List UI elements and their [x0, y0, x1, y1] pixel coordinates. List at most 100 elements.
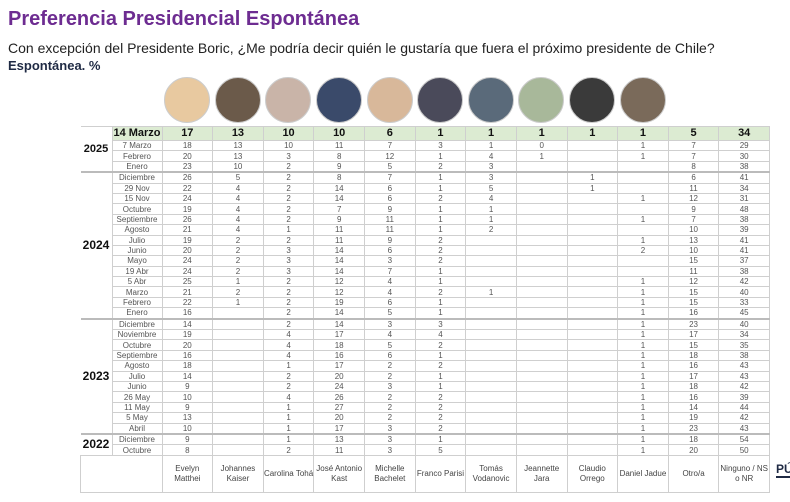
- value-cell: 22: [161, 296, 214, 309]
- table-row: 5 May 13 1 20 2 2 1 19 42: [81, 412, 770, 424]
- value-cell: 3: [364, 444, 416, 456]
- value-cell: 39: [718, 391, 770, 403]
- value-cell: 24: [161, 265, 214, 278]
- value-cell: 11: [313, 444, 365, 456]
- value-cell: [465, 244, 517, 257]
- value-cell: 19: [667, 412, 720, 424]
- value-cell: [566, 192, 619, 205]
- value-cell: 12: [667, 276, 720, 288]
- value-cell: [515, 192, 568, 205]
- value-cell: 5: [364, 339, 416, 351]
- value-cell: 10: [262, 126, 315, 141]
- value-cell: [566, 244, 619, 257]
- value-cell: 14: [161, 317, 214, 331]
- value-cell: 4: [262, 339, 315, 351]
- table-row: Octubre 19 4 2 7 9 1 1 9 48: [81, 203, 770, 215]
- table-row: 11 May 9 1 27 2 2 1 14 44: [81, 401, 770, 414]
- value-cell: [566, 422, 619, 435]
- value-cell: 1: [617, 412, 669, 424]
- table-row: Agosto 21 4 1 11 11 1 2 10 39: [81, 224, 770, 236]
- value-cell: [515, 234, 568, 246]
- value-cell: 2: [262, 213, 315, 226]
- value-cell: 1: [465, 126, 517, 141]
- value-cell: 1: [414, 296, 467, 309]
- value-cell: 13: [212, 126, 264, 141]
- value-cell: 14: [313, 192, 365, 205]
- value-cell: [212, 360, 264, 372]
- value-cell: [515, 307, 568, 320]
- value-cell: 38: [718, 265, 770, 278]
- value-cell: 21: [161, 286, 214, 298]
- period-label: Julio: [111, 370, 163, 383]
- value-cell: 14: [313, 307, 365, 320]
- value-cell: 10: [161, 422, 214, 435]
- value-cell: 6: [364, 182, 416, 194]
- value-cell: [566, 349, 619, 362]
- value-cell: 1: [414, 224, 467, 236]
- value-cell: [566, 234, 619, 246]
- value-cell: [465, 296, 517, 309]
- period-label: 11 May: [111, 401, 163, 414]
- candidate-photo-avatar: [467, 77, 514, 123]
- value-cell: 14: [161, 370, 214, 383]
- value-cell: 5: [212, 171, 264, 184]
- value-cell: 9: [667, 203, 720, 215]
- value-cell: [465, 380, 517, 393]
- value-cell: 42: [718, 380, 770, 393]
- value-cell: [465, 432, 517, 446]
- table-row: Febrero 20 13 3 8 12 1 4 1 1 7 30: [81, 150, 770, 162]
- empty-cell: [80, 454, 163, 493]
- period-label: Noviembre: [111, 329, 163, 341]
- value-cell: 15: [667, 339, 720, 351]
- value-cell: 1: [414, 276, 467, 288]
- value-cell: 40: [718, 317, 770, 331]
- value-cell: 26: [313, 391, 365, 403]
- value-cell: 1: [515, 150, 568, 162]
- question-text: Con excepción del Presidente Boric, ¿Me …: [8, 40, 715, 56]
- value-cell: 7: [667, 213, 720, 226]
- value-cell: 11: [313, 234, 365, 246]
- candidate-photo-avatar: [619, 77, 666, 123]
- value-cell: 20: [161, 339, 214, 351]
- value-cell: [515, 276, 568, 288]
- value-cell: [515, 171, 568, 184]
- value-cell: [465, 412, 517, 424]
- value-cell: 34: [718, 182, 770, 194]
- value-cell: 17: [313, 329, 365, 341]
- value-cell: 6: [364, 244, 416, 257]
- value-cell: [465, 401, 517, 414]
- value-cell: 2: [262, 307, 315, 320]
- period-label: Abril: [111, 422, 163, 435]
- value-cell: 42: [718, 412, 770, 424]
- value-cell: 9: [313, 213, 365, 226]
- value-cell: 12: [667, 192, 720, 205]
- value-cell: 54: [718, 432, 770, 446]
- candidate-photo-avatar: [366, 77, 413, 123]
- value-cell: [617, 203, 669, 215]
- value-cell: 23: [667, 422, 720, 435]
- value-cell: [515, 360, 568, 372]
- value-cell: 18: [667, 380, 720, 393]
- value-cell: 4: [212, 224, 264, 236]
- value-cell: 2: [364, 412, 416, 424]
- table-row: Octubre 8 2 11 3 5 1 20 50: [81, 444, 770, 456]
- value-cell: 4: [262, 391, 315, 403]
- value-cell: 19: [313, 296, 365, 309]
- value-cell: 2: [414, 244, 467, 257]
- value-cell: 1: [414, 380, 467, 393]
- value-cell: 2: [262, 296, 315, 309]
- value-cell: 7: [667, 139, 720, 152]
- value-cell: 2: [262, 286, 315, 298]
- candidate-name: Tomás Vodanovic: [465, 454, 517, 493]
- value-cell: [566, 370, 619, 383]
- value-cell: 1: [515, 126, 568, 141]
- year-label: 2022: [80, 432, 113, 456]
- period-label: Febrero: [111, 296, 163, 309]
- value-cell: 2: [262, 380, 315, 393]
- value-cell: 7: [364, 139, 416, 152]
- value-cell: 17: [161, 126, 214, 141]
- table-row: 7 Marzo 18 13 10 11 7 3 1 0 1 7 29: [81, 139, 770, 152]
- value-cell: [515, 370, 568, 383]
- period-label: Junio: [111, 380, 163, 393]
- value-cell: [465, 265, 517, 278]
